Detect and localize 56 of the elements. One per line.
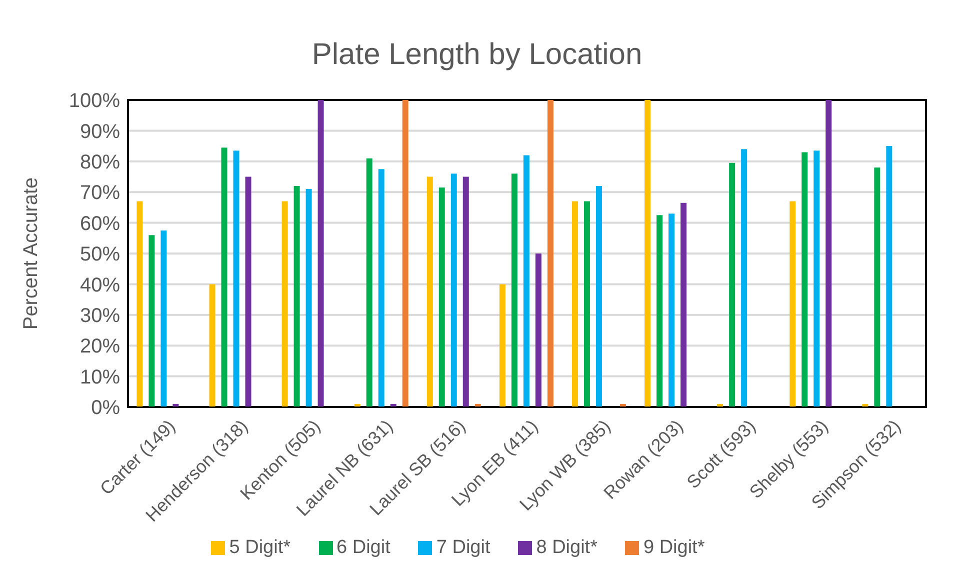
legend-label: 9 Digit* <box>643 537 705 558</box>
y-tick-label: 30% <box>80 305 120 327</box>
bar <box>499 284 506 407</box>
y-tick-label: 100% <box>68 90 120 112</box>
y-tick-label: 40% <box>80 274 120 296</box>
legend-label: 8 Digit* <box>536 537 598 558</box>
bar <box>680 202 687 407</box>
bar <box>294 186 300 407</box>
y-axis-title: Percent Accurate <box>20 177 42 330</box>
bar <box>802 152 808 407</box>
chart-title: Plate Length by Location <box>310 37 644 73</box>
legend-label: 7 Digit <box>436 537 490 558</box>
bar <box>814 150 820 407</box>
legend-label: 6 Digit <box>336 537 390 558</box>
bar <box>136 201 143 407</box>
bar <box>535 254 542 407</box>
bar <box>282 201 288 407</box>
bar <box>511 174 518 407</box>
bar <box>148 235 155 407</box>
bar <box>644 100 651 407</box>
bar <box>572 201 578 407</box>
bar <box>160 230 167 407</box>
bar <box>523 155 530 407</box>
bar <box>438 187 445 407</box>
bar <box>656 215 663 407</box>
bar <box>378 169 384 407</box>
y-tick-label: 90% <box>80 120 120 143</box>
bar <box>450 174 457 407</box>
bar <box>245 176 252 407</box>
bar <box>209 284 216 407</box>
bar <box>547 100 554 407</box>
bar <box>584 201 590 407</box>
bar <box>318 100 324 407</box>
bar <box>826 100 832 407</box>
bar <box>886 146 892 407</box>
bar <box>306 189 312 407</box>
bar <box>668 214 675 407</box>
y-tick-label: 20% <box>80 336 120 358</box>
y-tick-label: 0% <box>91 397 120 420</box>
bar <box>233 150 240 407</box>
y-tick-label: 50% <box>80 244 120 266</box>
y-tick-label: 60% <box>80 212 120 235</box>
bar <box>596 186 602 407</box>
bar <box>402 100 408 407</box>
bar <box>221 148 228 407</box>
bar <box>426 176 433 407</box>
bar <box>874 168 880 407</box>
bar <box>741 149 748 407</box>
y-tick-label: 10% <box>80 366 120 388</box>
bar <box>790 201 796 407</box>
y-tick-label: 80% <box>80 152 120 174</box>
bar <box>366 158 372 407</box>
legend-label: 5 Digit* <box>229 537 291 558</box>
bar <box>729 162 736 407</box>
bar <box>462 176 469 407</box>
y-tick-label: 70% <box>80 182 120 204</box>
